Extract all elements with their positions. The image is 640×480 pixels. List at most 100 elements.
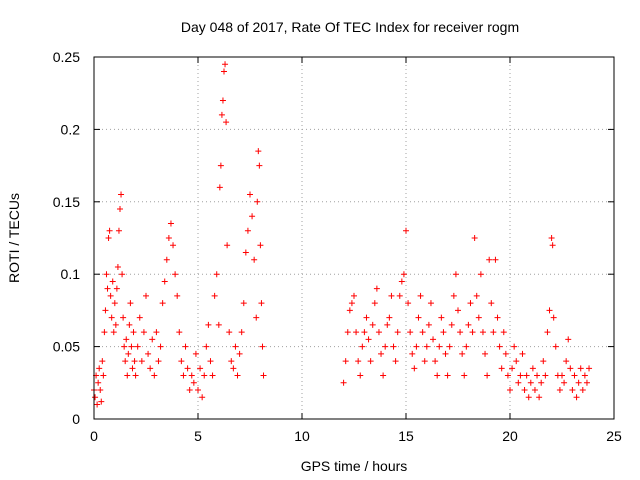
- data-point: [378, 350, 385, 357]
- data-point: [519, 350, 526, 357]
- data-point: [548, 235, 555, 241]
- data-point: [126, 321, 133, 328]
- data-point: [247, 191, 253, 198]
- data-point: [583, 379, 590, 386]
- plot-frame: [93, 56, 615, 420]
- data-point: [101, 329, 108, 336]
- data-point: [138, 358, 145, 365]
- data-point: [163, 256, 170, 263]
- data-point: [255, 148, 262, 155]
- data-point: [444, 372, 451, 379]
- y-tick-label: 0.05: [53, 339, 80, 355]
- data-point: [405, 300, 412, 307]
- data-point: [552, 343, 559, 350]
- data-point: [542, 372, 549, 379]
- data-point: [494, 314, 501, 321]
- data-point: [236, 350, 243, 357]
- data-point: [340, 379, 347, 386]
- data-point: [112, 321, 119, 328]
- data-point: [98, 398, 105, 405]
- y-axis-label: ROTI / TECUs: [6, 193, 22, 283]
- data-point: [124, 372, 131, 379]
- data-point: [203, 343, 210, 350]
- data-point: [99, 358, 106, 365]
- data-point: [382, 343, 389, 350]
- data-point: [523, 372, 530, 379]
- data-point: [249, 213, 256, 220]
- data-point: [531, 387, 538, 394]
- data-point: [119, 271, 126, 278]
- data-point: [155, 358, 162, 365]
- data-point: [544, 329, 551, 336]
- data-point: [114, 263, 121, 270]
- data-point: [525, 394, 532, 401]
- data-point: [223, 119, 230, 126]
- data-point: [251, 256, 258, 263]
- data-point: [110, 329, 117, 336]
- data-point: [475, 314, 482, 321]
- data-point: [215, 321, 222, 328]
- data-point: [128, 343, 135, 350]
- data-point: [436, 343, 443, 350]
- data-point: [106, 227, 113, 234]
- data-point: [209, 372, 216, 379]
- data-point: [120, 314, 127, 321]
- data-point: [371, 300, 378, 307]
- data-point: [117, 206, 123, 213]
- scatter-points: [91, 61, 593, 408]
- data-point: [380, 372, 387, 379]
- data-point: [244, 227, 251, 234]
- data-point: [226, 329, 233, 336]
- data-point: [575, 379, 582, 386]
- data-point: [400, 271, 407, 278]
- data-point: [103, 271, 110, 278]
- y-tick-label: 0.15: [53, 194, 80, 210]
- data-point: [157, 343, 164, 350]
- data-point: [224, 242, 231, 249]
- data-point: [136, 314, 143, 321]
- y-tick-label: 0.25: [53, 49, 80, 65]
- data-point: [357, 372, 364, 379]
- data-point: [153, 329, 160, 336]
- data-point: [94, 401, 101, 408]
- data-point: [419, 329, 426, 336]
- data-point: [432, 358, 439, 365]
- data-point: [471, 235, 478, 241]
- data-point: [195, 387, 201, 394]
- data-point: [521, 387, 528, 394]
- data-point: [145, 350, 152, 357]
- data-point: [178, 358, 185, 365]
- data-point: [134, 343, 141, 350]
- data-point: [507, 387, 513, 394]
- data-point: [479, 329, 486, 336]
- data-point: [427, 300, 434, 307]
- data-point: [529, 365, 536, 372]
- data-point: [492, 256, 499, 263]
- data-point: [344, 329, 351, 336]
- data-point: [105, 235, 112, 241]
- data-point: [118, 191, 125, 198]
- data-point: [556, 387, 563, 394]
- data-point: [465, 321, 472, 328]
- data-point: [586, 365, 593, 372]
- data-point: [165, 235, 172, 241]
- data-point: [581, 372, 588, 379]
- data-point: [559, 372, 565, 379]
- data-point: [188, 372, 195, 379]
- data-point: [97, 387, 104, 394]
- data-point: [573, 394, 580, 401]
- data-point: [258, 300, 265, 307]
- data-point: [367, 358, 374, 365]
- data-point: [577, 365, 584, 372]
- data-point: [496, 343, 503, 350]
- data-point: [217, 162, 224, 169]
- data-point: [221, 68, 227, 75]
- y-tick-labels: 0 0.05 0.1 0.15 0.2 0.25: [53, 49, 80, 427]
- data-point: [123, 336, 130, 343]
- data-point: [228, 358, 235, 365]
- data-point: [440, 329, 447, 336]
- data-point: [205, 321, 212, 328]
- data-point: [259, 343, 266, 350]
- x-tick-label: 5: [194, 428, 202, 444]
- x-tick-label: 15: [398, 428, 414, 444]
